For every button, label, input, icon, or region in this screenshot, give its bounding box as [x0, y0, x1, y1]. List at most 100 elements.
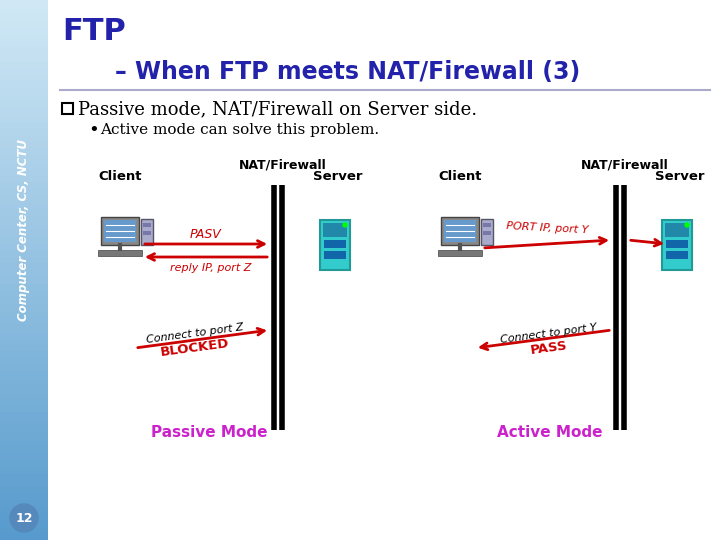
Bar: [101, 217, 139, 245]
Bar: [0, 500, 48, 507]
Bar: [0, 20, 48, 28]
Bar: [0, 351, 48, 358]
Bar: [324, 251, 346, 259]
Bar: [0, 519, 48, 527]
Bar: [0, 297, 48, 304]
Bar: [0, 135, 48, 142]
Bar: [0, 364, 48, 372]
Bar: [0, 249, 48, 257]
Bar: [0, 438, 48, 446]
Bar: [62, 103, 73, 114]
Bar: [0, 432, 48, 439]
Bar: [0, 87, 48, 95]
Bar: [0, 378, 48, 385]
Bar: [0, 534, 48, 540]
Text: Active mode can solve this problem.: Active mode can solve this problem.: [100, 123, 379, 137]
Bar: [0, 237, 48, 244]
Bar: [0, 513, 48, 520]
Bar: [0, 317, 48, 325]
Bar: [0, 141, 48, 149]
Circle shape: [685, 223, 689, 227]
Bar: [0, 399, 48, 406]
Bar: [320, 220, 350, 270]
Bar: [0, 176, 48, 183]
Circle shape: [10, 504, 38, 532]
Bar: [0, 27, 48, 34]
Bar: [141, 219, 153, 245]
Bar: [0, 81, 48, 88]
Bar: [0, 405, 48, 412]
Bar: [0, 189, 48, 196]
Text: Active Mode: Active Mode: [498, 425, 603, 440]
Bar: [0, 486, 48, 493]
Bar: [0, 372, 48, 379]
Bar: [0, 492, 48, 500]
Bar: [0, 54, 48, 61]
Bar: [0, 465, 48, 473]
Text: Server: Server: [655, 170, 705, 183]
Bar: [0, 183, 48, 190]
Text: NAT/Firewall: NAT/Firewall: [239, 158, 327, 171]
Bar: [481, 219, 493, 245]
Text: Connect to port Y: Connect to port Y: [500, 323, 598, 345]
Bar: [0, 276, 48, 284]
Bar: [0, 14, 48, 21]
Bar: [0, 216, 48, 223]
Text: Connect to port Z: Connect to port Z: [145, 322, 244, 346]
Bar: [0, 480, 48, 487]
Text: Client: Client: [438, 170, 482, 183]
Bar: [0, 243, 48, 250]
Text: PORT IP, port Y: PORT IP, port Y: [505, 221, 588, 235]
Bar: [0, 256, 48, 264]
Text: Computer Center, CS, NCTU: Computer Center, CS, NCTU: [17, 139, 30, 321]
Bar: [0, 418, 48, 426]
Bar: [0, 202, 48, 210]
Bar: [0, 284, 48, 291]
Bar: [441, 217, 479, 245]
Bar: [143, 223, 151, 227]
Bar: [0, 392, 48, 399]
Bar: [0, 40, 48, 48]
Bar: [666, 251, 688, 259]
Text: PASV: PASV: [190, 227, 222, 240]
Bar: [483, 223, 491, 227]
Bar: [0, 168, 48, 176]
Bar: [0, 310, 48, 318]
Bar: [666, 240, 688, 248]
Bar: [0, 68, 48, 75]
Text: •: •: [88, 121, 99, 139]
Bar: [662, 220, 692, 270]
Bar: [0, 33, 48, 41]
Bar: [0, 263, 48, 271]
Bar: [0, 102, 48, 109]
Bar: [0, 426, 48, 433]
Text: 12: 12: [15, 511, 32, 524]
Text: Server: Server: [313, 170, 363, 183]
Bar: [0, 526, 48, 534]
Bar: [323, 223, 347, 237]
Bar: [0, 222, 48, 230]
Bar: [0, 156, 48, 163]
Bar: [0, 303, 48, 311]
Bar: [444, 220, 476, 242]
Circle shape: [343, 223, 347, 227]
Bar: [0, 291, 48, 298]
Bar: [0, 453, 48, 460]
Bar: [143, 231, 151, 235]
Bar: [0, 6, 48, 14]
Bar: [0, 115, 48, 122]
Bar: [0, 47, 48, 55]
Bar: [438, 250, 482, 256]
Bar: [0, 472, 48, 480]
Text: Client: Client: [98, 170, 142, 183]
Bar: [0, 94, 48, 102]
Bar: [0, 74, 48, 82]
Bar: [0, 230, 48, 237]
Bar: [0, 507, 48, 514]
Text: PASS: PASS: [529, 339, 568, 357]
Bar: [0, 148, 48, 156]
Bar: [0, 122, 48, 129]
Bar: [0, 108, 48, 115]
Bar: [0, 195, 48, 203]
Bar: [0, 357, 48, 365]
